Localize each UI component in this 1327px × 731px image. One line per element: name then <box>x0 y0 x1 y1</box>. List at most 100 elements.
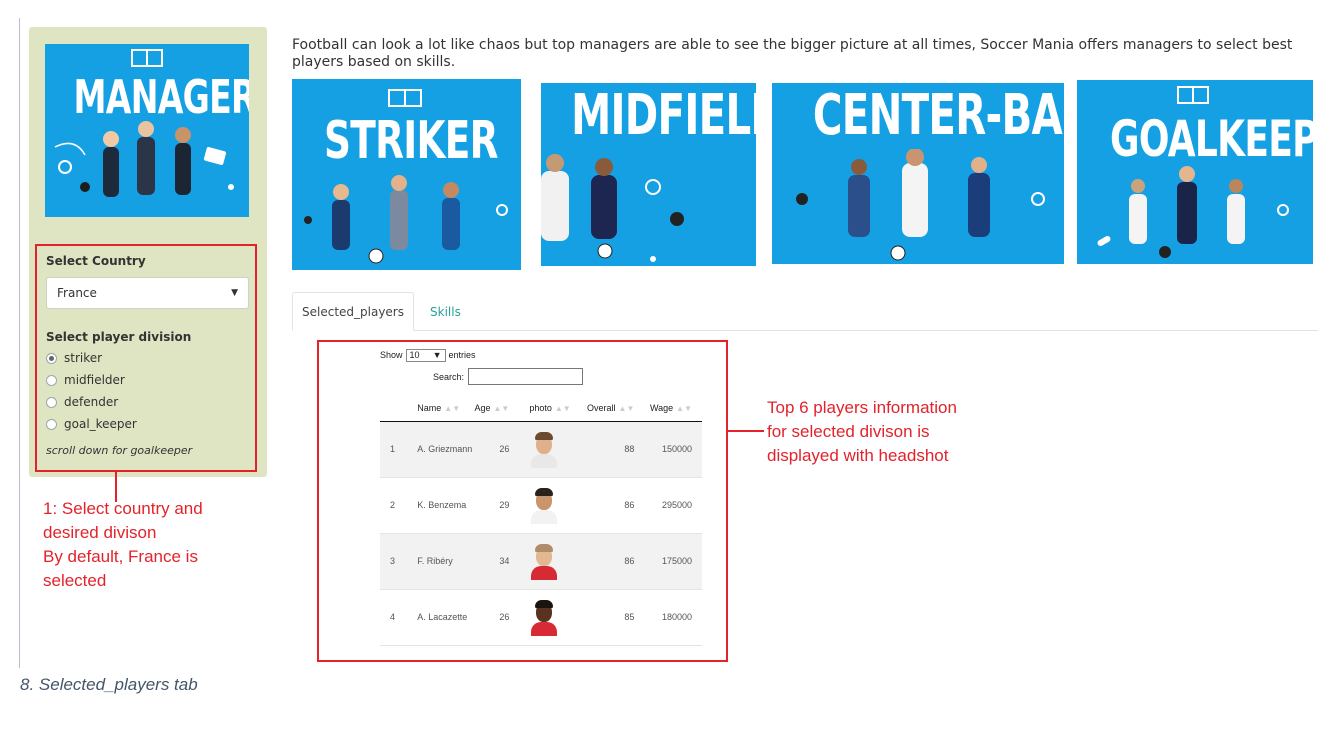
radio-midfielder[interactable]: midfielder <box>46 369 251 391</box>
page-length-value: 10 <box>409 350 420 360</box>
player-headshot <box>529 430 559 468</box>
row-index: 3 <box>390 556 396 566</box>
table-row[interactable]: 4 A. Lacazette 26 85 180000 <box>380 589 702 645</box>
player-headshot <box>529 542 559 580</box>
country-select[interactable]: France ▼ <box>46 277 249 309</box>
row-index: 1 <box>390 444 396 454</box>
player-headshot <box>529 598 559 636</box>
tab-skills[interactable]: Skills <box>430 304 461 319</box>
scroll-hint: scroll down for goalkeeper <box>46 444 193 457</box>
column-header-index <box>380 396 408 422</box>
row-index: 2 <box>390 500 396 510</box>
midfield-players-illustration <box>541 154 684 262</box>
radio-label: defender <box>64 395 119 409</box>
player-wage: 180000 <box>661 612 692 622</box>
player-photo-cell <box>523 421 579 477</box>
figure-caption: 8. Selected_players tab <box>20 675 198 694</box>
center-back-banner-word: CENTER-BACK <box>812 83 1064 148</box>
sort-icon: ▲▼ <box>554 404 571 414</box>
table-row[interactable]: 2 K. Benzema 29 86 295000 <box>380 477 702 533</box>
tab-selected-players[interactable]: Selected_players <box>292 292 414 331</box>
manager-figures-illustration <box>54 121 234 197</box>
midfield-banner-image: MIDFIELD <box>541 83 756 266</box>
division-label: Select player division <box>46 330 192 344</box>
player-name: F. Ribéry <box>417 556 453 566</box>
player-age: 26 <box>499 444 510 454</box>
annotation-line: By default, France is <box>43 547 198 566</box>
row-index: 4 <box>390 612 396 622</box>
column-header-overall[interactable]: Overall ▲▼ <box>578 396 643 422</box>
column-header-photo[interactable]: photo ▲▼ <box>523 396 579 422</box>
sort-icon: ▲▼ <box>444 403 461 413</box>
annotation-connector <box>115 472 117 502</box>
annotation-top6: Top 6 players information for selected d… <box>767 396 957 468</box>
radio-defender[interactable]: defender <box>46 391 251 413</box>
player-overall: 85 <box>624 612 635 622</box>
table-row[interactable]: 3 F. Ribéry 34 86 175000 <box>380 533 702 589</box>
player-photo-cell <box>523 589 579 645</box>
player-age: 29 <box>499 500 510 510</box>
radio-striker[interactable]: striker <box>46 347 251 369</box>
radio-goal-keeper[interactable]: goal_keeper <box>46 413 251 435</box>
goalkeeper-banner-word: GOALKEEPER <box>1110 110 1313 168</box>
search-label: Search: <box>433 371 465 382</box>
player-wage: 295000 <box>661 500 692 510</box>
player-age: 26 <box>499 612 510 622</box>
annotation-line: selected <box>43 571 107 590</box>
player-photo-cell <box>523 533 579 589</box>
goalkeeper-banner-image: GOALKEEPER <box>1077 80 1313 264</box>
radio-button[interactable] <box>46 374 57 386</box>
radio-button-selected[interactable] <box>46 352 57 364</box>
sort-icon: ▲▼ <box>676 404 692 414</box>
striker-players-illustration <box>304 175 508 264</box>
tab-bar: Selected_players Skills <box>292 292 1318 331</box>
chevron-down-icon: ▼ <box>231 288 238 298</box>
sort-icon: ▲▼ <box>493 404 510 414</box>
annotation-line: Top 6 players information <box>767 398 957 417</box>
striker-banner-word: STRIKER <box>324 111 498 171</box>
sort-icon: ▲▼ <box>618 404 635 414</box>
radio-button[interactable] <box>46 418 57 430</box>
pitch-logo-icon <box>1177 86 1209 104</box>
table-search: Search: <box>433 368 584 385</box>
division-radio-group: striker midfielder defender goal_keeper <box>46 347 251 435</box>
radio-label: midfielder <box>64 373 125 387</box>
show-label: Show <box>380 350 403 360</box>
player-name: K. Benzema <box>417 500 467 510</box>
column-header-label: Overall <box>587 403 616 414</box>
player-wage: 175000 <box>661 556 692 566</box>
pitch-logo-icon <box>131 49 163 67</box>
player-age: 34 <box>499 556 510 566</box>
annotation-line: 1: Select country and <box>43 499 203 518</box>
table-header-row: Name ▲▼ Age ▲▼ photo ▲▼ Overall ▲▼ Wage ▲▼ <box>380 396 702 422</box>
annotation-line: desired divison <box>43 523 157 542</box>
column-header-label: Age <box>474 403 491 414</box>
players-table: Name ▲▼ Age ▲▼ photo ▲▼ Overall ▲▼ Wage ▲▼ 1 … <box>380 396 702 646</box>
page-length-select[interactable]: 10 ▼ <box>405 348 446 362</box>
player-photo-cell <box>523 477 579 533</box>
country-label: Select Country <box>46 254 146 268</box>
column-header-label: Wage <box>649 403 674 414</box>
page-length-control: Show 10 ▼ entries <box>380 348 702 362</box>
player-overall: 88 <box>624 444 635 454</box>
radio-button[interactable] <box>46 396 57 408</box>
pitch-logo-icon <box>388 89 422 107</box>
goalkeeper-players-illustration <box>1097 166 1289 258</box>
striker-banner-image: STRIKER <box>292 79 521 270</box>
column-header-age[interactable]: Age ▲▼ <box>474 396 524 422</box>
column-header-wage[interactable]: Wage ▲▼ <box>642 396 702 422</box>
player-name: A. Lacazette <box>417 612 468 622</box>
column-header-name[interactable]: Name ▲▼ <box>407 396 475 422</box>
column-header-label: Name <box>417 402 442 413</box>
search-input[interactable] <box>468 368 584 385</box>
midfield-banner-word: MIDFIELD <box>571 83 756 148</box>
left-rule <box>19 18 20 668</box>
players-datatable: Show 10 ▼ entries Search: Name ▲▼ Age ▲▼ p… <box>380 348 702 645</box>
radio-label: goal_keeper <box>64 417 137 431</box>
player-headshot <box>529 486 559 524</box>
table-row[interactable]: 1 A. Griezmann 26 88 150000 <box>380 421 702 477</box>
manager-banner-image: MANAGER <box>45 44 249 217</box>
player-name: A. Griezmann <box>417 444 473 454</box>
intro-paragraph: Football can look a lot like chaos but t… <box>292 37 1293 70</box>
